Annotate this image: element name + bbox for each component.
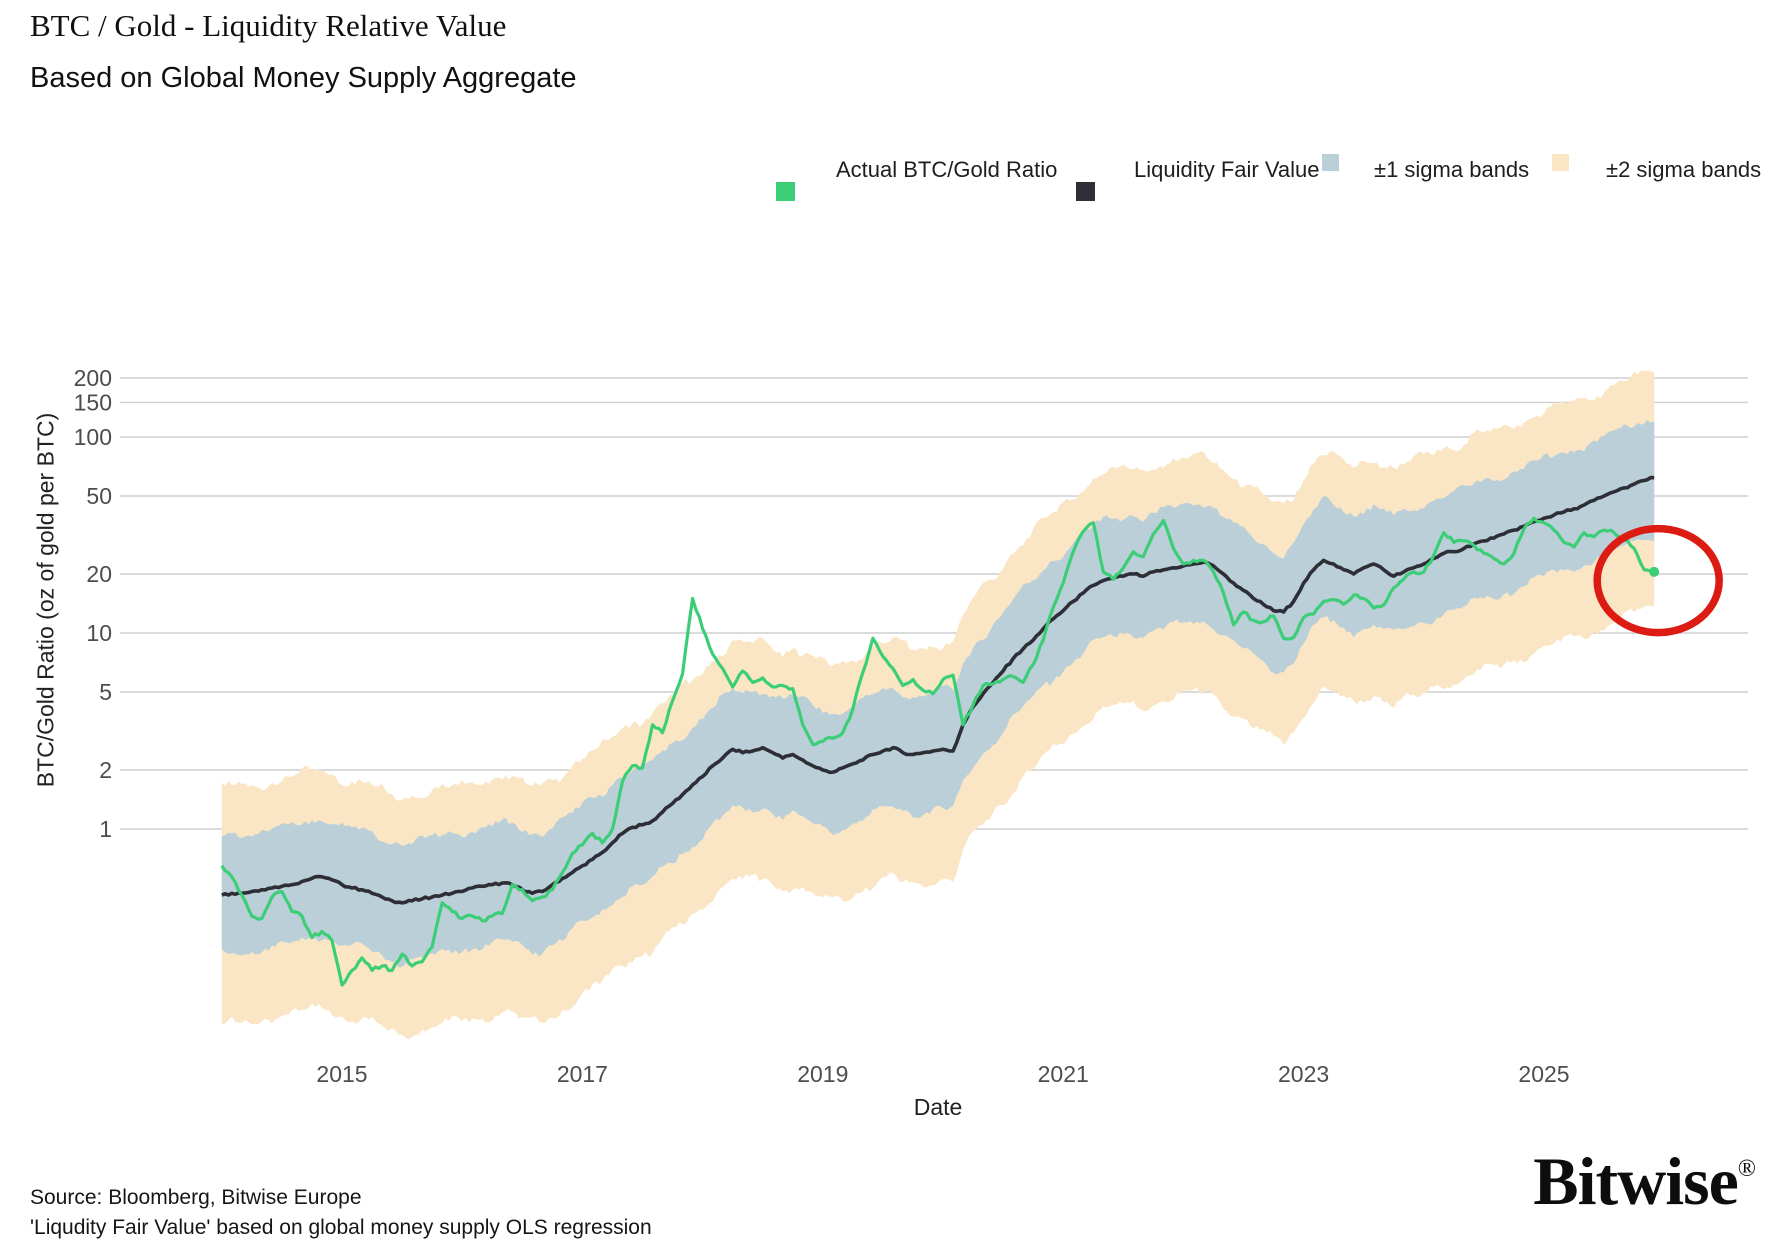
y-tick-label: 1 (99, 816, 112, 842)
x-axis-title: Date (913, 1094, 963, 1120)
page-title: BTC / Gold - Liquidity Relative Value (30, 8, 507, 43)
sigma1-band (221, 420, 1655, 968)
y-axis-title: BTC/Gold Ratio (oz of gold per BTC) (32, 412, 59, 788)
latest-point-dot (1649, 566, 1660, 577)
fair-value-line (221, 475, 1655, 905)
page-subtitle: Based on Global Money Supply Aggregate (30, 62, 577, 94)
registered-trademark-icon: ® (1737, 1156, 1756, 1182)
bitwise-logo: Bitwise® (1533, 1143, 1756, 1219)
y-tick-label: 50 (86, 483, 112, 509)
legend-swatch-fair-value (1076, 182, 1095, 201)
source-note: Source: Bloomberg, Bitwise Europe (30, 1186, 362, 1209)
legend-swatch-actual-ratio (776, 182, 795, 201)
legend-label-actual-ratio: Actual BTC/Gold Ratio (836, 157, 1058, 182)
y-tick-label: 10 (86, 620, 112, 646)
actual-ratio-line (220, 516, 1655, 987)
legend-swatch-sigma1-band (1322, 154, 1339, 171)
y-tick-label: 200 (74, 365, 112, 391)
legend-label-sigma2-band: ±2 sigma bands (1606, 157, 1762, 182)
x-tick-label: 2019 (797, 1061, 848, 1087)
y-tick-label: 100 (74, 424, 112, 450)
x-tick-label: 2015 (316, 1061, 367, 1087)
highlight-circle (1593, 524, 1723, 637)
x-tick-label: 2017 (557, 1061, 608, 1087)
y-tick-label: 2 (99, 757, 112, 783)
methodology-note: 'Liqudity Fair Value' based on global mo… (30, 1216, 652, 1239)
x-tick-label: 2021 (1038, 1061, 1089, 1087)
x-tick-label: 2025 (1518, 1061, 1569, 1087)
y-tick-label: 150 (74, 389, 112, 415)
y-tick-label: 5 (99, 679, 112, 705)
legend-label-fair-value: Liquidity Fair Value (1134, 157, 1320, 182)
y-tick-label: 20 (86, 561, 112, 587)
legend-swatch-sigma2-band (1552, 154, 1569, 171)
legend-label-sigma1-band: ±1 sigma bands (1374, 157, 1530, 182)
x-tick-label: 2023 (1278, 1061, 1329, 1087)
